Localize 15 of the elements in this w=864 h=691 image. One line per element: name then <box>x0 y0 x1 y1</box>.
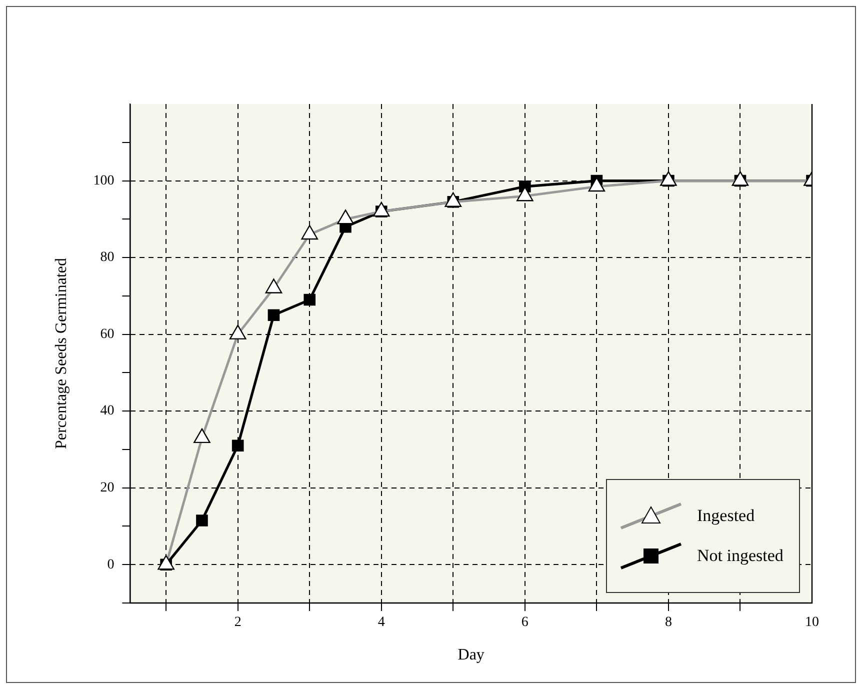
y-tick-label: 80 <box>100 250 114 266</box>
y-tick-label: 60 <box>100 326 114 342</box>
y-tick-label: 20 <box>100 480 114 496</box>
x-tick-label: 10 <box>805 615 819 630</box>
y-tick-label: 40 <box>100 404 114 419</box>
y-axis-title: Percentage Seeds Germinated <box>52 258 70 450</box>
y-tick-label: 0 <box>107 557 114 572</box>
x-tick-label: 6 <box>521 615 528 630</box>
x-tick-label: 8 <box>664 615 672 630</box>
legend-label: Ingested <box>697 506 755 526</box>
y-tick-label: 100 <box>93 173 114 188</box>
x-tick-label: 2 <box>234 615 242 630</box>
x-tick-label: 4 <box>378 615 385 630</box>
legend-label: Not ingested <box>697 546 784 566</box>
x-axis-title: Day <box>458 646 484 664</box>
